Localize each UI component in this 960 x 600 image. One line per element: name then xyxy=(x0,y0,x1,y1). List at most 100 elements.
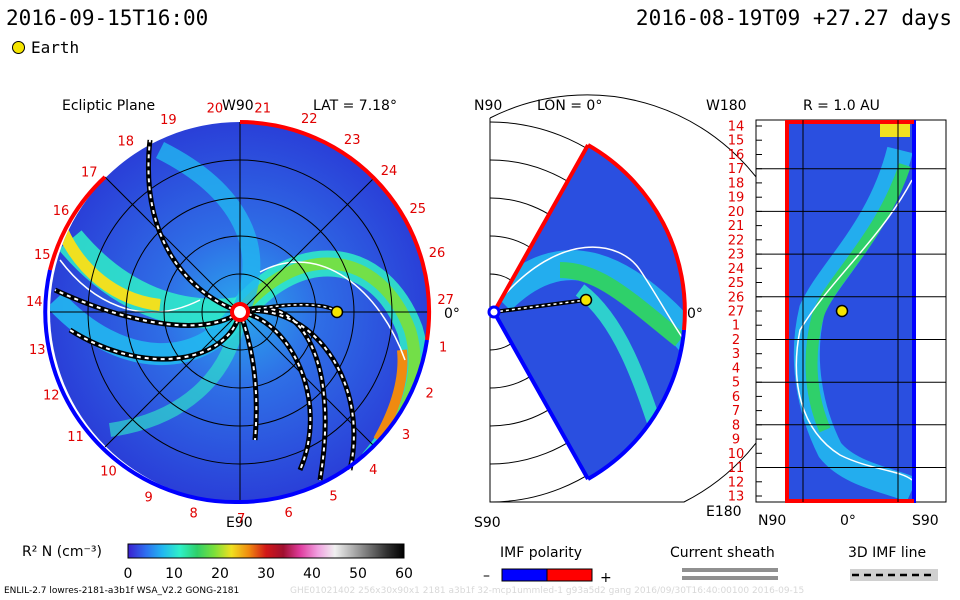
run-info: 2016-08-19T09 +27.27 days xyxy=(635,6,952,30)
map-y-label: 25 xyxy=(728,276,745,291)
map-y-label: 23 xyxy=(728,248,745,263)
meridional-right-label: 0° xyxy=(687,306,703,322)
earth-position-icon xyxy=(579,293,593,307)
colorbar-bar xyxy=(127,543,405,559)
rotation-label: 20 xyxy=(207,102,224,117)
meridional-lon-label: LON = 0° xyxy=(537,98,602,114)
map-y-label: 15 xyxy=(728,134,745,149)
earth-position-icon xyxy=(835,304,849,318)
map-grid xyxy=(756,120,946,502)
rotation-label: 27 xyxy=(437,293,454,308)
colorbar-label: R² N (cm⁻³) xyxy=(22,544,102,560)
imf-polarity-title: IMF polarity xyxy=(500,545,582,561)
colorbar-tick-label: 0 xyxy=(124,566,133,582)
map-y-label: 19 xyxy=(728,191,745,206)
colorbar-ticks: 0 10 20 30 40 50 60 xyxy=(124,566,413,582)
earth-legend-label: Earth xyxy=(31,38,80,57)
map-y-label: 6 xyxy=(732,390,740,405)
map-bottom-left-label: E180 xyxy=(706,504,742,520)
rotation-label: 3 xyxy=(402,428,410,443)
map-title: R = 1.0 AU xyxy=(803,98,880,114)
rotation-label: 12 xyxy=(43,389,60,404)
earth-legend: Earth xyxy=(12,38,79,57)
sun-icon xyxy=(487,305,501,319)
ecliptic-polarity-arc-negative xyxy=(43,269,429,505)
rotation-label: 13 xyxy=(29,343,46,358)
rotation-label: 18 xyxy=(118,135,135,150)
rotation-label: 25 xyxy=(410,202,427,217)
colorbar-tick-label: 20 xyxy=(211,566,229,582)
rotation-label: 5 xyxy=(329,490,337,505)
model-info: ENLIL-2.7 lowres-2181-a3b1f WSA_V2.2 GON… xyxy=(4,586,240,596)
rotation-labels: 20 21222324252627123456789101112131415161… xyxy=(26,101,454,527)
simulation-time: 2016-09-15T16:00 xyxy=(6,6,209,30)
colorbar-tick-label: 30 xyxy=(257,566,275,582)
sun-icon xyxy=(230,302,250,322)
colorbar: R² N (cm⁻³) 0 10 20 30 40 50 60 xyxy=(22,543,413,582)
rotation-label: 11 xyxy=(67,430,84,445)
colorbar-tick-label: 40 xyxy=(303,566,321,582)
map-y-label: 12 xyxy=(728,475,745,490)
map-x-label-left: N90 xyxy=(758,513,786,529)
map-y-label: 4 xyxy=(732,361,740,376)
colorbar-tick-label: 50 xyxy=(349,566,367,582)
map-y-label: 16 xyxy=(728,148,745,163)
map-panel: W180 R = 1.0 AU E180 N90 0° S90 14151617… xyxy=(706,98,947,529)
earth-marker-icon xyxy=(12,41,25,54)
rotation-label: 8 xyxy=(190,507,198,522)
map-y-label: 11 xyxy=(728,461,745,476)
imf-polarity-plus: + xyxy=(600,570,612,586)
map-x-label-right: S90 xyxy=(912,513,939,529)
map-y-label: 18 xyxy=(728,176,745,191)
meridional-bottom-label: S90 xyxy=(474,515,501,531)
map-y-label: 13 xyxy=(728,490,745,505)
map-y-labels: 1415161718192021222324252627123456789101… xyxy=(728,120,745,505)
current-sheath-title: Current sheath xyxy=(670,545,775,561)
map-y-label: 5 xyxy=(732,376,740,391)
earth-position-icon xyxy=(330,305,344,319)
meridional-panel: N90 LON = 0° S90 0° xyxy=(474,94,803,531)
rotation-label: 14 xyxy=(26,295,43,310)
rotation-label: 1 xyxy=(439,341,447,356)
map-y-label: 3 xyxy=(732,347,740,362)
rotation-label: 24 xyxy=(381,164,398,179)
rotation-label: 19 xyxy=(160,113,177,128)
rotation-label: 6 xyxy=(285,506,293,521)
imf-polarity-legend: IMF polarity – + xyxy=(483,545,612,586)
map-y-label: 26 xyxy=(728,290,745,305)
meridional-top-label: N90 xyxy=(474,98,502,114)
ecliptic-lat-label: LAT = 7.18° xyxy=(313,98,397,114)
rotation-label: 23 xyxy=(344,133,361,148)
map-x-label-center: 0° xyxy=(840,513,856,529)
rotation-label: 7 xyxy=(237,512,245,527)
colorbar-tick-label: 10 xyxy=(165,566,183,582)
ecliptic-panel: Ecliptic Plane LAT = 7.18° W90 E90 0° xyxy=(26,98,460,531)
ecliptic-polarity-arc-positive xyxy=(239,120,431,341)
rotation-label: 10 xyxy=(100,465,117,480)
map-y-label: 8 xyxy=(732,418,740,433)
rotation-label: 9 xyxy=(144,491,152,506)
map-y-label: 2 xyxy=(732,333,740,348)
polarity-positive-swatch xyxy=(546,568,593,582)
map-y-label: 14 xyxy=(728,120,745,135)
map-y-label: 20 xyxy=(728,205,745,220)
map-y-label: 21 xyxy=(728,219,745,234)
rotation-label: 2 xyxy=(425,387,433,402)
rotation-label: 17 xyxy=(81,166,98,181)
map-y-label: 17 xyxy=(728,162,745,177)
map-y-label: 1 xyxy=(732,319,740,334)
imf-polarity-minus: – xyxy=(483,568,490,584)
rotation-label: 15 xyxy=(34,248,51,263)
rotation-label: 21 xyxy=(254,101,271,116)
rotation-label: 4 xyxy=(369,463,377,478)
map-y-label: 10 xyxy=(728,447,745,462)
polarity-negative-swatch xyxy=(501,568,548,582)
ecliptic-title: Ecliptic Plane xyxy=(62,98,155,114)
imf-line-title: 3D IMF line xyxy=(848,545,926,561)
ecliptic-top-label: W90 xyxy=(222,98,254,114)
map-y-label: 27 xyxy=(728,305,745,320)
current-sheath-legend: Current sheath xyxy=(670,545,778,580)
map-y-label: 7 xyxy=(732,404,740,419)
imf-line-legend: 3D IMF line xyxy=(848,545,938,581)
map-y-label: 24 xyxy=(728,262,745,277)
